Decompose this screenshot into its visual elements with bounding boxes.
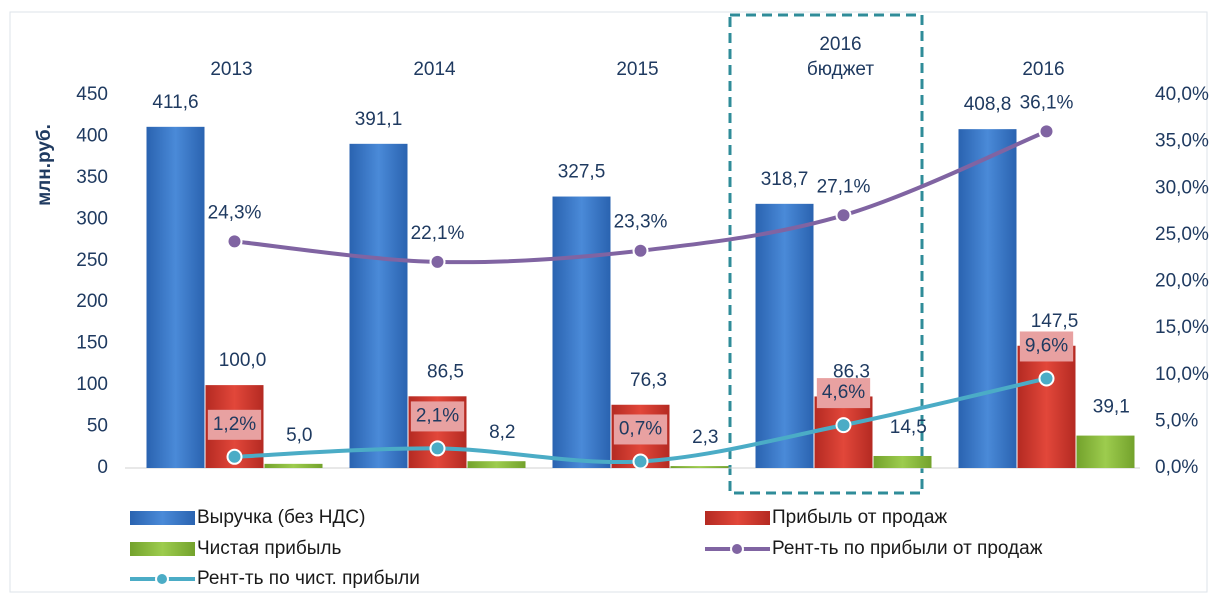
category-label: 2016 бюджет	[806, 34, 875, 80]
bar	[1076, 435, 1135, 468]
label-background	[410, 401, 465, 432]
y2-tick-label: 20,0%	[1155, 271, 1209, 292]
value-label: 2,1%	[416, 405, 459, 426]
marker	[1038, 123, 1055, 140]
bar	[146, 126, 205, 468]
marker	[226, 233, 243, 250]
bar	[552, 196, 611, 469]
value-label: 391,1	[355, 109, 403, 130]
y-tick-label: 250	[76, 250, 108, 271]
value-label: 4,6%	[822, 382, 865, 403]
legend-label: Выручка (без НДС)	[197, 507, 365, 528]
bar	[873, 455, 932, 468]
marker	[429, 440, 446, 457]
value-label: 39,1	[1093, 397, 1130, 418]
marker	[1038, 370, 1055, 387]
category-label: 2014	[413, 59, 456, 80]
legend-marker	[155, 572, 169, 586]
value-label: 23,3%	[614, 212, 668, 233]
category-label: 2013	[210, 59, 253, 80]
legend-label: Прибыль от продаж	[772, 507, 947, 528]
bar	[670, 466, 729, 468]
marker	[632, 242, 649, 259]
label-background	[816, 378, 871, 409]
bar	[958, 129, 1017, 469]
marker	[835, 207, 852, 224]
y-tick-label: 0	[97, 457, 108, 478]
y2-tick-label: 5,0%	[1155, 410, 1198, 431]
marker	[835, 417, 852, 434]
marker	[226, 448, 243, 465]
y-tick-label: 200	[76, 291, 108, 312]
y-tick-label: 350	[76, 167, 108, 188]
legend-swatch	[130, 511, 195, 525]
value-label: 86,5	[427, 361, 464, 382]
category-label: 2016	[1022, 59, 1065, 80]
category-label: 2015	[616, 59, 659, 80]
value-label: 36,1%	[1020, 92, 1074, 113]
value-label: 318,7	[761, 169, 809, 190]
marker	[429, 253, 446, 270]
y-tick-label: 300	[76, 208, 108, 229]
bar	[755, 203, 814, 468]
legend-swatch	[130, 542, 195, 556]
legend-swatch	[705, 511, 770, 525]
y-tick-label: 450	[76, 84, 108, 105]
value-label: 76,3	[630, 370, 667, 391]
highlight-box	[728, 13, 924, 495]
y-tick-label: 50	[87, 416, 108, 437]
value-label: 8,2	[489, 422, 515, 443]
value-label: 0,7%	[619, 418, 662, 439]
label-background	[613, 414, 668, 445]
legend-marker	[730, 542, 744, 556]
value-label: 24,3%	[208, 202, 262, 223]
value-label: 86,3	[833, 361, 870, 382]
value-label: 408,8	[964, 94, 1012, 115]
value-label: 22,1%	[411, 223, 465, 244]
y-axis-label: млн.руб.	[34, 124, 55, 206]
y2-tick-label: 35,0%	[1155, 131, 1209, 152]
legend-label: Рент-ть по чист. прибыли	[197, 568, 420, 589]
value-label: 327,5	[558, 162, 606, 183]
bar	[467, 461, 526, 468]
y2-tick-label: 25,0%	[1155, 224, 1209, 245]
bar	[349, 143, 408, 469]
bar	[1017, 345, 1076, 468]
marker	[632, 453, 649, 470]
value-label: 5,0	[286, 425, 312, 446]
y-tick-label: 150	[76, 333, 108, 354]
y2-tick-label: 40,0%	[1155, 84, 1209, 105]
value-label: 100,0	[219, 350, 267, 371]
label-background	[1019, 331, 1074, 362]
y2-tick-label: 15,0%	[1155, 317, 1209, 338]
legend-label: Рент-ть по прибыли от продаж	[772, 538, 1043, 559]
legend-label: Чистая прибыль	[197, 538, 341, 559]
y-tick-label: 100	[76, 374, 108, 395]
value-label: 1,2%	[213, 414, 256, 435]
value-label: 14,5	[890, 417, 927, 438]
bar	[264, 463, 323, 468]
label-background	[207, 409, 262, 440]
value-label: 411,6	[152, 92, 198, 113]
value-label: 9,6%	[1025, 335, 1068, 356]
y2-tick-label: 0,0%	[1155, 457, 1198, 478]
y2-tick-label: 10,0%	[1155, 364, 1209, 385]
value-label: 27,1%	[817, 176, 871, 197]
value-label: 147,5	[1031, 311, 1079, 332]
value-label: 2,3	[692, 427, 718, 448]
y2-tick-label: 30,0%	[1155, 177, 1209, 198]
frame	[9, 11, 1208, 593]
y-tick-label: 400	[76, 125, 108, 146]
